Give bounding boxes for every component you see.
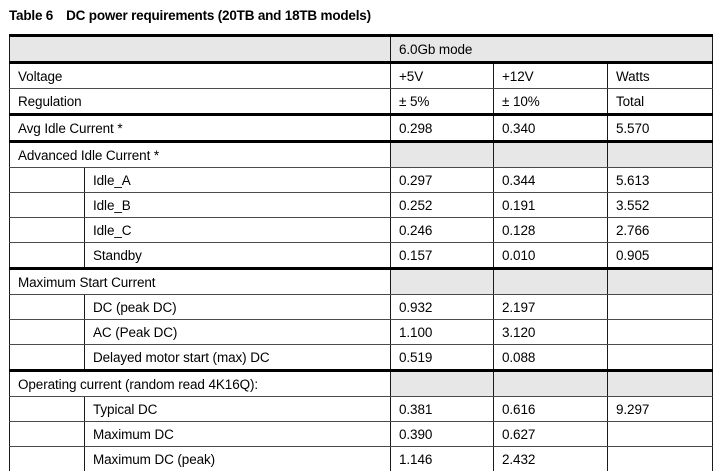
value-cell-watts [607, 141, 713, 168]
table-row: Maximum DC (peak) 1.146 2.432 [10, 446, 713, 472]
sub-label-cell: Idle_A [84, 167, 391, 193]
indent-cell [9, 421, 85, 447]
value-cell-12v: 0.191 [493, 192, 608, 218]
value-cell-12v: 0.344 [493, 167, 608, 193]
value-cell-5v [390, 141, 494, 168]
value-cell-12v: 3.120 [493, 319, 608, 345]
value-cell-watts: Watts [607, 62, 713, 89]
table-row: Idle_B 0.252 0.191 3.552 [9, 192, 713, 218]
indent-cell [10, 447, 85, 472]
value-cell-5v: +5V [390, 62, 494, 89]
mode-blank-cell [9, 35, 391, 64]
value-cell-12v [493, 370, 608, 397]
value-cell-5v: ± 5% [390, 88, 494, 116]
value-cell-12v: 0.088 [493, 344, 608, 372]
value-cell-12v: 0.340 [493, 114, 608, 143]
value-cell-watts: 0.905 [607, 242, 713, 270]
value-cell-5v: 0.297 [390, 167, 494, 193]
value-cell-5v: 1.100 [390, 319, 494, 345]
table-row: Voltage +5V +12V Watts [9, 62, 713, 89]
table-row: 6.0Gb mode [9, 35, 713, 64]
table-row: Maximum DC 0.390 0.627 [9, 421, 713, 447]
dc-power-table: 6.0Gb mode Voltage +5V +12V Watts Regulation ±… [9, 34, 713, 471]
indent-cell [9, 396, 85, 422]
value-cell-12v [493, 141, 608, 168]
value-cell-5v: 0.246 [390, 217, 494, 243]
row-label-cell: Avg Idle Current * [9, 114, 391, 143]
value-cell-watts: 2.766 [607, 217, 713, 243]
table-row: Avg Idle Current * 0.298 0.340 5.570 [9, 114, 713, 143]
row-label-cell: Regulation [9, 88, 391, 116]
value-cell-watts: 5.613 [607, 167, 713, 193]
value-cell-5v: 0.252 [390, 192, 494, 218]
table-caption: Table 6 DC power requirements (20TB and 1… [9, 7, 720, 24]
value-cell-12v: 0.128 [493, 217, 608, 243]
table-row: Advanced Idle Current * [9, 141, 713, 168]
table-row: Idle_A 0.297 0.344 5.613 [9, 167, 713, 193]
value-cell-5v: 0.390 [390, 421, 494, 447]
table-row: Typical DC 0.381 0.616 9.297 [9, 396, 713, 422]
value-cell-watts: 5.570 [607, 114, 713, 143]
sub-label-cell: Standby [84, 242, 391, 270]
value-cell-5v: 1.146 [390, 446, 494, 471]
row-label-cell: Operating current (random read 4K16Q): [9, 370, 391, 397]
sub-label-cell: Maximum DC [84, 421, 391, 447]
table-row: Maximum Start Current [9, 268, 713, 295]
sub-label-cell: Typical DC [84, 396, 391, 422]
value-cell-watts [607, 370, 713, 397]
value-cell-5v: 0.157 [390, 242, 494, 270]
sub-label-cell: Idle_C [84, 217, 391, 243]
value-cell-5v [390, 370, 494, 397]
value-cell-watts [607, 319, 713, 345]
value-cell-watts [607, 294, 713, 320]
value-cell-5v: 0.298 [390, 114, 494, 143]
indent-cell [9, 217, 85, 243]
sub-label-cell: Maximum DC (peak) [84, 446, 391, 471]
value-cell-5v [390, 268, 494, 295]
value-cell-12v: 2.197 [493, 294, 608, 320]
value-cell-watts [607, 421, 713, 447]
table-row: AC (Peak DC) 1.100 3.120 [9, 319, 713, 345]
indent-cell [9, 192, 85, 218]
value-cell-watts: Total [607, 88, 713, 116]
value-cell-5v: 0.381 [390, 396, 494, 422]
row-label-cell: Voltage [9, 62, 391, 89]
table-row: DC (peak DC) 0.932 2.197 [9, 294, 713, 320]
indent-cell [9, 319, 85, 345]
value-cell-5v: 0.519 [390, 344, 494, 372]
table-title: DC power requirements (20TB and 18TB mod… [66, 8, 371, 23]
table-row: Standby 0.157 0.010 0.905 [9, 242, 713, 270]
value-cell-12v: 0.627 [493, 421, 608, 447]
mode-header-cell: 6.0Gb mode [390, 35, 713, 64]
table-row: Delayed motor start (max) DC 0.519 0.088 [9, 344, 713, 372]
sub-label-cell: DC (peak DC) [84, 294, 391, 320]
table-row: Idle_C 0.246 0.128 2.766 [9, 217, 713, 243]
sub-label-cell: AC (Peak DC) [84, 319, 391, 345]
value-cell-5v: 0.932 [390, 294, 494, 320]
value-cell-12v: 2.432 [493, 446, 608, 471]
value-cell-12v [493, 268, 608, 295]
table-container: 6.0Gb mode Voltage +5V +12V Watts Regulation ±… [9, 34, 713, 471]
row-label-cell: Advanced Idle Current * [9, 141, 391, 168]
indent-cell [9, 294, 85, 320]
value-cell-12v: 0.010 [493, 242, 608, 270]
value-cell-12v: ± 10% [493, 88, 608, 116]
value-cell-watts [607, 446, 713, 471]
dc-power-table-body: 6.0Gb mode Voltage +5V +12V Watts Regulation ±… [9, 35, 713, 472]
value-cell-watts: 9.297 [607, 396, 713, 422]
table-row: Regulation ± 5% ± 10% Total [9, 88, 713, 116]
value-cell-12v: +12V [493, 62, 608, 89]
value-cell-watts: 3.552 [607, 192, 713, 218]
indent-cell [9, 242, 85, 270]
sub-label-cell: Delayed motor start (max) DC [84, 344, 391, 372]
indent-cell [9, 344, 85, 372]
table-row: Operating current (random read 4K16Q): [9, 370, 713, 397]
value-cell-watts [607, 268, 713, 295]
table-number: Table 6 [9, 8, 54, 23]
row-label-cell: Maximum Start Current [9, 268, 391, 295]
indent-cell [9, 167, 85, 193]
sub-label-cell: Idle_B [84, 192, 391, 218]
value-cell-watts [607, 344, 713, 372]
value-cell-12v: 0.616 [493, 396, 608, 422]
